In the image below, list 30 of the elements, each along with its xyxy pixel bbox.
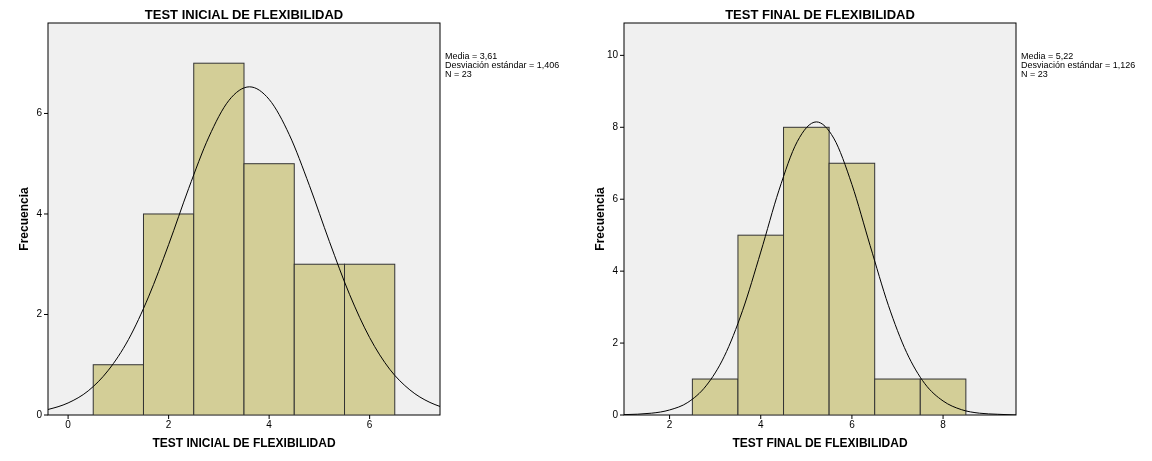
text: N = 23 [1021, 69, 1048, 79]
text: Desviación estándar = 1,126 [1021, 60, 1136, 70]
chart-title: TEST INICIAL DE FLEXIBILIDAD [144, 7, 344, 22]
text: Media = 3,61 [445, 51, 498, 61]
text: Media = 5,22 [1021, 51, 1074, 61]
y-tick-label: 4 [36, 207, 43, 219]
x-tick-label: 4 [266, 419, 273, 430]
x-axis-title: TEST FINAL DE FLEXIBILIDAD [732, 436, 908, 450]
y-tick-label: 0 [36, 409, 43, 420]
y-tick-label: 2 [612, 337, 619, 349]
x-axis-title: TEST INICIAL DE FLEXIBILIDAD [152, 436, 336, 450]
chart-title: TEST FINAL DE FLEXIBILIDAD [725, 7, 915, 22]
x-tick-label: 4 [757, 419, 764, 430]
y-axis-title: Frecuencia [17, 187, 31, 251]
x-tick-label: 0 [65, 419, 72, 430]
y-tick-label: 6 [36, 107, 43, 119]
text: Desviación estándar = 1,406 [445, 60, 560, 70]
x-tick-label: 8 [940, 419, 947, 430]
y-tick-label: 10 [606, 49, 619, 61]
text: N = 23 [445, 69, 472, 79]
y-axis-title: Frecuencia [593, 187, 607, 251]
y-tick-label: 0 [612, 409, 619, 420]
x-tick-label: 2 [666, 419, 673, 430]
y-tick-label: 2 [36, 308, 43, 320]
y-tick-label: 4 [612, 265, 619, 277]
x-tick-label: 2 [165, 419, 172, 430]
y-tick-label: 6 [612, 193, 619, 205]
x-tick-label: 6 [366, 419, 373, 430]
y-tick-label: 8 [612, 121, 619, 133]
x-tick-label: 6 [849, 419, 856, 430]
